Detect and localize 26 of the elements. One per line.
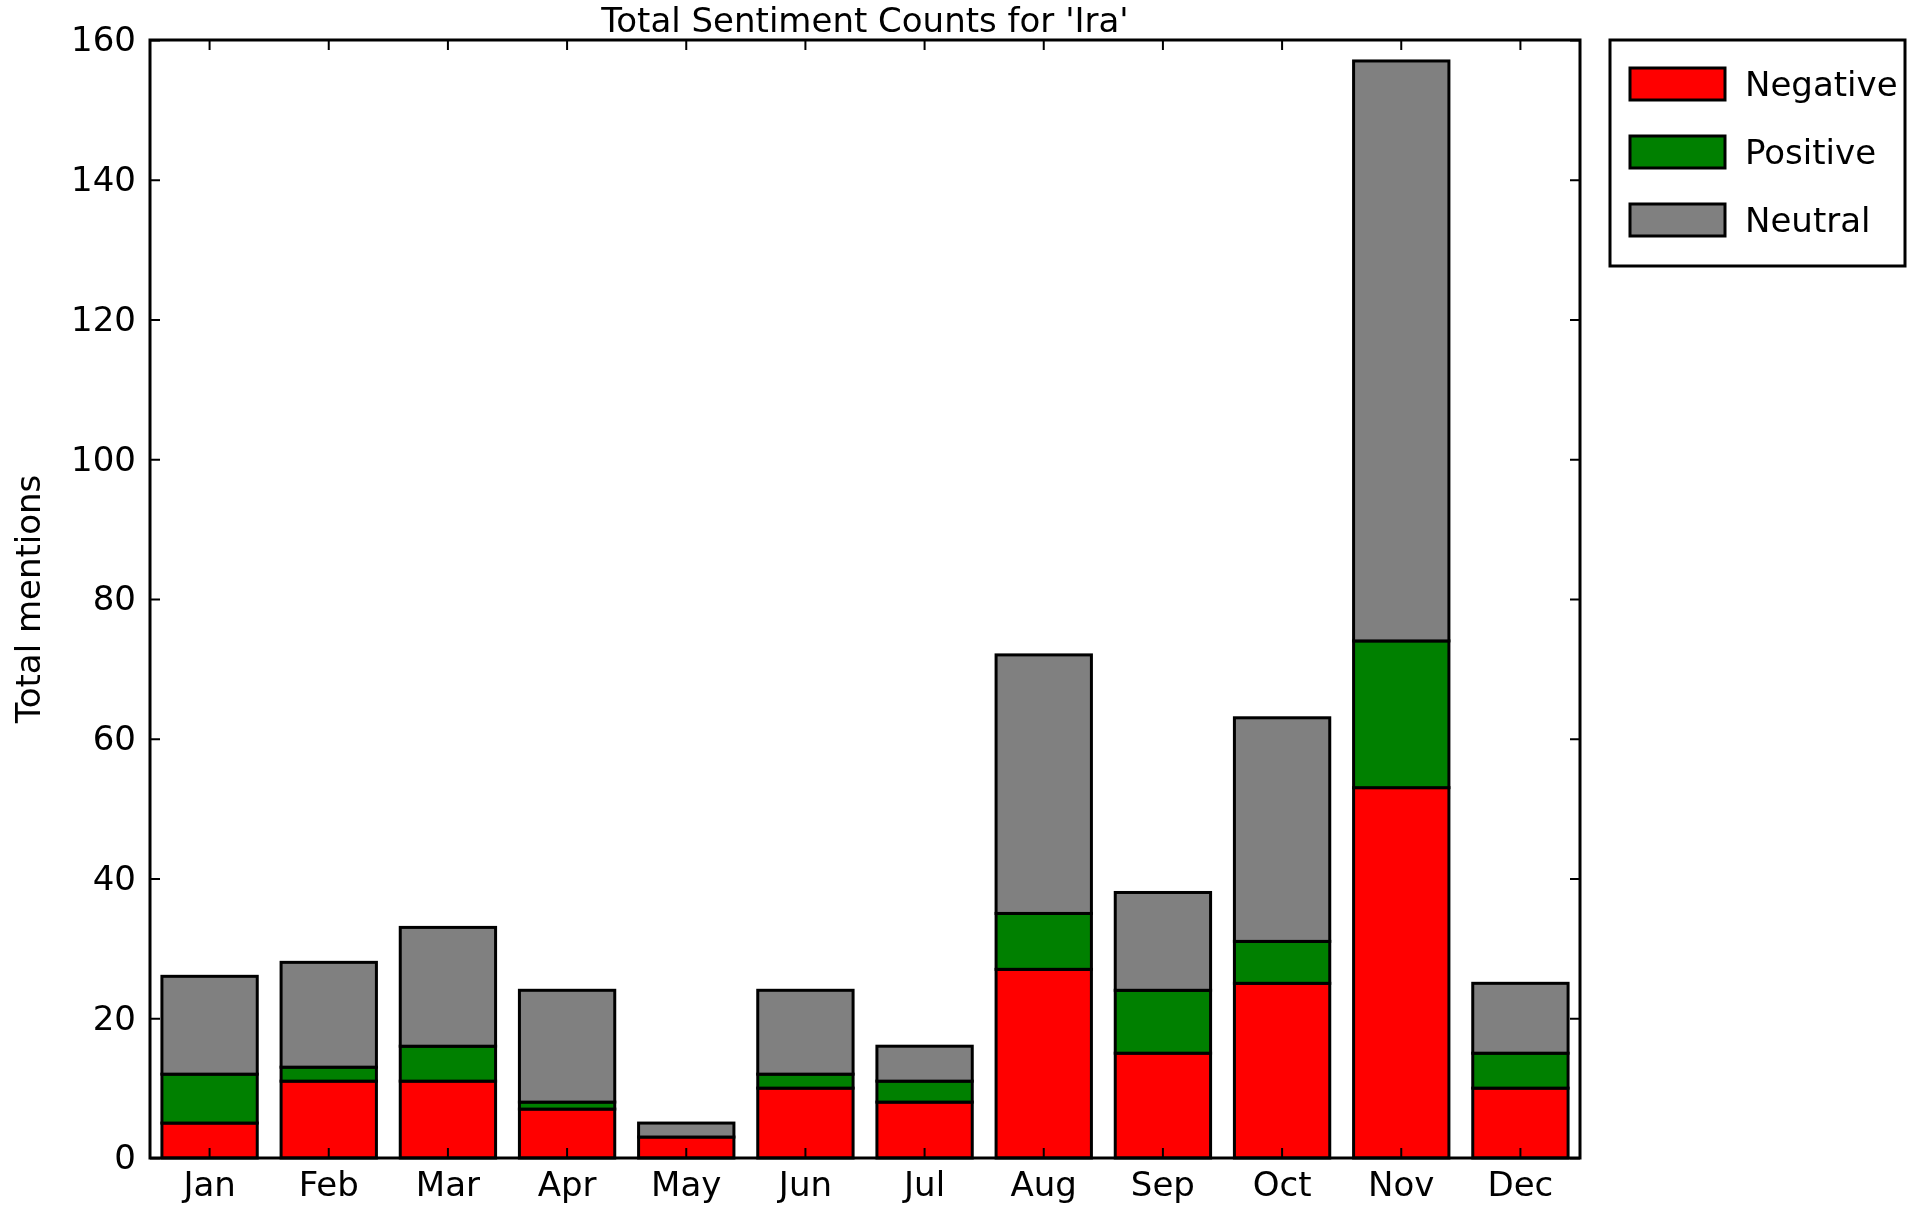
x-tick-label: Sep [1130,1164,1195,1205]
x-tick-label: Oct [1252,1164,1312,1205]
legend-label: Neutral [1745,200,1871,240]
y-tick-label: 100 [71,438,136,479]
y-tick-label: 0 [114,1137,136,1178]
x-tick-label: Nov [1368,1164,1435,1205]
y-tick-label: 60 [92,718,136,759]
y-tick-label: 120 [71,298,136,339]
legend-label: Positive [1745,132,1877,172]
x-tick-label: Mar [415,1164,481,1205]
y-tick-label: 140 [71,159,136,200]
y-axis-title: Total mentions [8,474,48,725]
x-tick-label: Apr [537,1164,597,1205]
legend-label: Negative [1745,64,1898,104]
y-tick-label: 20 [92,997,136,1038]
y-tick-label: 40 [92,857,136,898]
x-tick-label: Feb [298,1164,359,1205]
y-tick-label: 160 [71,19,136,60]
x-tick-label: Dec [1487,1164,1554,1205]
x-tick-label: May [651,1164,722,1205]
x-tick-label: Aug [1010,1164,1077,1205]
chart-title: Total Sentiment Counts for 'Ira' [600,0,1129,40]
y-tick-label: 80 [92,578,136,619]
x-tick-label: Jan [181,1164,236,1205]
x-tick-label: Jul [902,1164,946,1205]
x-tick-label: Jun [776,1164,832,1205]
